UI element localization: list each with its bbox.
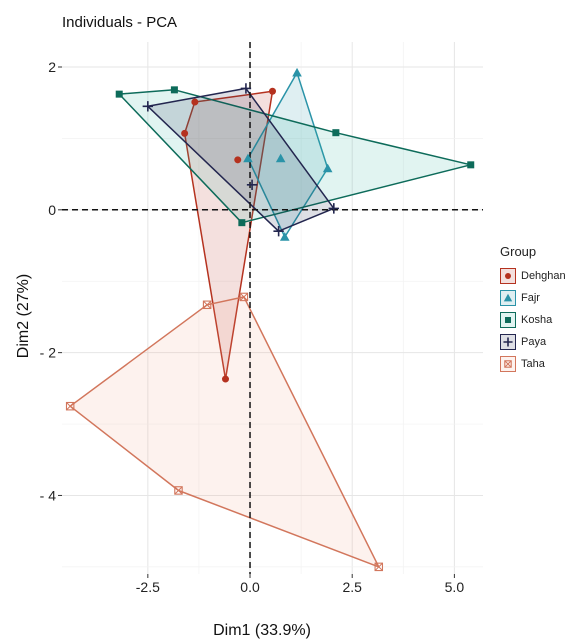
point-taha (374, 562, 384, 572)
data-points (65, 67, 475, 572)
point-taha-box (202, 300, 212, 310)
point-taha-box (65, 401, 75, 411)
point-dehghan (234, 156, 242, 164)
series-taha (65, 292, 384, 572)
point-fajr (279, 232, 290, 241)
point-taha (174, 486, 183, 495)
point-taha-box (239, 292, 249, 302)
chart-title: Individuals - PCA (62, 14, 177, 31)
legend-glyph-fajr (503, 293, 513, 302)
legend-marker-taha (504, 360, 512, 368)
panel-background (62, 42, 483, 574)
legend-item-fajr: Fajr (500, 287, 566, 309)
point-dehghan (221, 375, 229, 383)
legend-key-kosha (500, 312, 516, 328)
legend-glyph-taha-box (504, 360, 512, 368)
y-tick-label: 2 (48, 59, 56, 75)
point-taha-box (174, 486, 183, 495)
point-paya (246, 179, 258, 191)
legend: Group Dehghan Fajr Kosha Paya Taha (500, 244, 566, 375)
point-kosha (467, 161, 475, 169)
point-taha-box (374, 562, 384, 572)
series-kosha (115, 86, 475, 227)
legend-item-paya: Paya (500, 331, 566, 353)
point-taha-cross (203, 300, 212, 309)
legend-key-paya (500, 334, 516, 350)
series-fajr (243, 67, 333, 241)
point-fajr (243, 153, 253, 163)
legend-item-kosha: Kosha (500, 309, 566, 331)
point-taha-cross (374, 562, 383, 571)
point-kosha (332, 129, 340, 137)
point-taha (202, 300, 212, 310)
y-axis-label: Dim2 (27%) (15, 274, 32, 358)
series-paya (142, 83, 340, 237)
y-tick-label: - 2 (40, 345, 57, 361)
legend-marker-dehghan (505, 273, 511, 279)
point-kosha (170, 86, 178, 94)
legend-glyph-taha-cross (504, 360, 512, 368)
legend-glyph-paya (503, 337, 513, 347)
point-taha-cross (174, 486, 183, 495)
point-fajr (292, 67, 302, 77)
point-dehghan (269, 87, 276, 95)
legend-label-paya: Paya (521, 336, 547, 348)
legend-title: Group (500, 244, 537, 259)
point-dehghan (191, 98, 199, 106)
legend-label-kosha: Kosha (521, 314, 553, 326)
legend-key-dehghan (500, 268, 516, 284)
legend-marker-paya (503, 337, 513, 347)
point-paya (240, 83, 252, 94)
x-tick-label: -2.5 (136, 579, 160, 595)
legend-key-taha (500, 356, 516, 372)
y-tick-label: 0 (48, 202, 56, 218)
legend-label-dehghan: Dehghan (521, 270, 566, 282)
legend-label-fajr: Fajr (521, 292, 540, 304)
series-dehghan (181, 87, 276, 383)
point-paya (142, 101, 154, 112)
legend-glyph-kosha (505, 317, 511, 323)
y-tick-label: - 4 (40, 487, 57, 503)
reference-lines (62, 42, 483, 574)
legend-marker-kosha (505, 317, 511, 323)
plot-panel (62, 42, 483, 574)
point-kosha (238, 219, 246, 227)
point-taha (239, 292, 249, 302)
point-taha (65, 401, 75, 411)
x-axis-label: Dim1 (33.9%) (213, 622, 311, 639)
point-kosha (115, 90, 123, 98)
hull-taha (69, 296, 380, 568)
x-tick-label: 0.0 (240, 579, 260, 595)
x-tick-label: 2.5 (342, 579, 362, 595)
legend-marker-fajr (503, 293, 513, 302)
legend-key-fajr (500, 290, 516, 306)
point-paya (273, 226, 284, 237)
x-tick-label: 5.0 (445, 579, 465, 595)
point-fajr (322, 163, 333, 173)
legend-item-dehghan: Dehghan (500, 265, 566, 287)
point-taha-cross (239, 292, 248, 301)
point-taha-cross (66, 402, 75, 411)
legend-glyph-taha (504, 360, 512, 368)
legend-glyph-dehghan (505, 273, 511, 279)
legend-label-taha: Taha (521, 358, 545, 370)
legend-item-taha: Taha (500, 353, 566, 375)
point-fajr (275, 153, 286, 163)
point-dehghan (181, 129, 189, 137)
legend-items: Dehghan Fajr Kosha Paya Taha (500, 265, 566, 375)
axis-ticks: -2.5 0.0 2.5 5.0 2 0 - 2 - 4 (40, 59, 465, 595)
point-paya (328, 203, 340, 214)
